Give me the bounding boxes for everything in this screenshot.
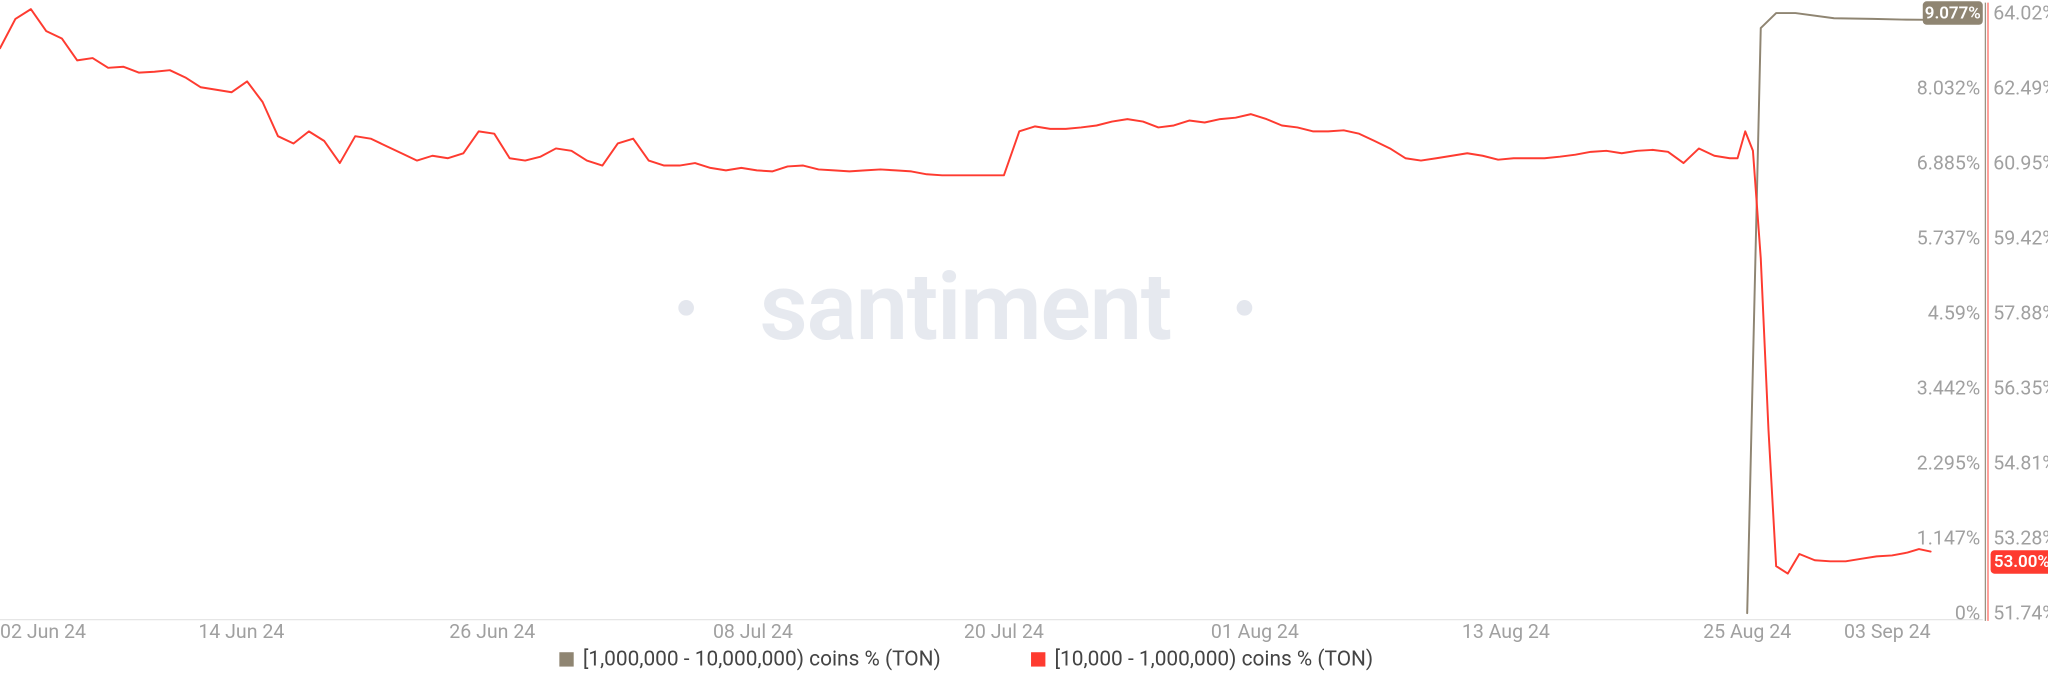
x-tick-label: 03 Sep 24 — [1844, 620, 1931, 643]
y-right-tick: 59.42% — [1993, 226, 2048, 249]
x-tick-label: 01 Aug 24 — [1211, 620, 1299, 643]
watermark-text: santiment — [760, 252, 1171, 362]
x-tick-label: 25 Aug 24 — [1703, 620, 1791, 643]
x-tick-label: 08 Jul 24 — [713, 620, 793, 643]
legend-label: [1,000,000 - 10,000,000) coins % (TON) — [583, 647, 941, 671]
y-right-tick: 53.28% — [1993, 526, 2048, 549]
legend-label: [10,000 - 1,000,000) coins % (TON) — [1055, 647, 1374, 671]
y-right-tick: 57.88% — [1993, 302, 2048, 325]
y-right-tick: 62.49% — [1993, 76, 2048, 99]
y-left-tick: 8.032% — [1917, 77, 1980, 100]
x-tick-label: 02 Jun 24 — [0, 620, 86, 643]
y-right-tick: 51.74% — [1993, 602, 2048, 625]
y-right-tick: 64.02% — [1993, 2, 2048, 25]
legend-swatch — [559, 652, 573, 666]
y-left-tick: 5.737% — [1917, 227, 1980, 250]
y-left-tick: 2.295% — [1917, 452, 1980, 475]
x-tick-label: 20 Jul 24 — [964, 620, 1044, 643]
y-right-tick: 56.35% — [1993, 376, 2048, 399]
y-left-badge-text: 9.077% — [1925, 3, 1981, 23]
chart-root: santiment 02 Jun 24 14 Jun 24 26 Jun 24 08 J… — [0, 0, 2048, 693]
y-right-tick: 60.95% — [1993, 152, 2048, 175]
chart-svg: santiment 02 Jun 24 14 Jun 24 26 Jun 24 08 J… — [0, 0, 2048, 693]
watermark: santiment — [678, 252, 1252, 362]
legend-swatch — [1031, 652, 1045, 666]
x-tick-label: 26 Jun 24 — [449, 620, 535, 643]
y-right-tick: 54.81% — [1993, 452, 2048, 475]
x-tick-label: 13 Aug 24 — [1462, 620, 1550, 643]
y-left-tick: 4.59% — [1928, 302, 1980, 325]
x-tick-label: 14 Jun 24 — [198, 620, 284, 643]
y-left-tick: 3.442% — [1917, 377, 1980, 400]
y-right-badge-text: 53.00% — [1994, 552, 2048, 572]
y-left-tick: 0% — [1955, 602, 1980, 625]
y-left-tick: 6.885% — [1917, 152, 1980, 175]
y-left-tick: 1.147% — [1917, 527, 1980, 550]
